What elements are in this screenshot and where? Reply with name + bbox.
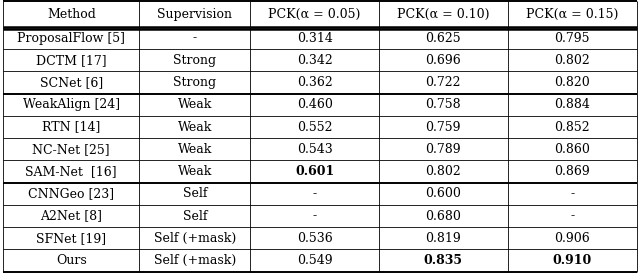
Text: 0.600: 0.600 (426, 187, 461, 200)
Text: SAM-Net  [16]: SAM-Net [16] (26, 165, 117, 178)
Text: 0.680: 0.680 (426, 209, 461, 222)
Text: Weak: Weak (178, 143, 212, 156)
Text: NC-Net [25]: NC-Net [25] (33, 143, 110, 156)
Text: Method: Method (47, 8, 96, 21)
Text: -: - (312, 187, 317, 200)
Text: 0.795: 0.795 (554, 32, 590, 44)
Text: Weak: Weak (178, 165, 212, 178)
Text: 0.884: 0.884 (554, 98, 590, 111)
Text: Weak: Weak (178, 121, 212, 133)
Text: 0.460: 0.460 (297, 98, 333, 111)
Text: RTN [14]: RTN [14] (42, 121, 100, 133)
Text: 0.536: 0.536 (297, 232, 333, 245)
Text: -: - (312, 209, 317, 222)
Text: 0.601: 0.601 (295, 165, 334, 178)
Text: 0.802: 0.802 (426, 165, 461, 178)
Text: 0.342: 0.342 (297, 54, 333, 67)
Text: PCK(α = 0.05): PCK(α = 0.05) (268, 8, 361, 21)
Text: 0.789: 0.789 (426, 143, 461, 156)
Text: Self (+mask): Self (+mask) (154, 254, 236, 267)
Text: -: - (570, 209, 574, 222)
Text: 0.860: 0.860 (554, 143, 590, 156)
Text: 0.802: 0.802 (554, 54, 590, 67)
Text: Supervision: Supervision (157, 8, 232, 21)
Text: 0.910: 0.910 (552, 254, 592, 267)
Text: -: - (193, 32, 197, 44)
Text: ProposalFlow [5]: ProposalFlow [5] (17, 32, 125, 44)
Text: 0.819: 0.819 (426, 232, 461, 245)
Text: PCK(α = 0.10): PCK(α = 0.10) (397, 8, 490, 21)
Text: Self: Self (182, 209, 207, 222)
Text: 0.552: 0.552 (297, 121, 332, 133)
Text: SFNet [19]: SFNet [19] (36, 232, 106, 245)
Text: Self: Self (182, 187, 207, 200)
Text: DCTM [17]: DCTM [17] (36, 54, 107, 67)
Text: -: - (570, 187, 574, 200)
Text: 0.625: 0.625 (426, 32, 461, 44)
Text: Strong: Strong (173, 54, 216, 67)
Text: 0.758: 0.758 (426, 98, 461, 111)
Text: 0.906: 0.906 (554, 232, 590, 245)
Text: WeakAlign [24]: WeakAlign [24] (23, 98, 120, 111)
Text: 0.722: 0.722 (426, 76, 461, 89)
Text: CNNGeo [23]: CNNGeo [23] (28, 187, 115, 200)
Text: 0.314: 0.314 (297, 32, 333, 44)
Text: 0.820: 0.820 (554, 76, 590, 89)
Text: A2Net [8]: A2Net [8] (40, 209, 102, 222)
Text: 0.852: 0.852 (554, 121, 590, 133)
Text: 0.549: 0.549 (297, 254, 332, 267)
Text: SCNet [6]: SCNet [6] (40, 76, 103, 89)
Text: 0.696: 0.696 (426, 54, 461, 67)
Text: Self (+mask): Self (+mask) (154, 232, 236, 245)
Text: 0.835: 0.835 (424, 254, 463, 267)
Text: 0.543: 0.543 (297, 143, 333, 156)
Text: PCK(α = 0.15): PCK(α = 0.15) (526, 8, 618, 21)
Text: Strong: Strong (173, 76, 216, 89)
Text: 0.362: 0.362 (297, 76, 333, 89)
Text: Weak: Weak (178, 98, 212, 111)
Text: Ours: Ours (56, 254, 86, 267)
Text: 0.869: 0.869 (554, 165, 590, 178)
Text: 0.759: 0.759 (426, 121, 461, 133)
